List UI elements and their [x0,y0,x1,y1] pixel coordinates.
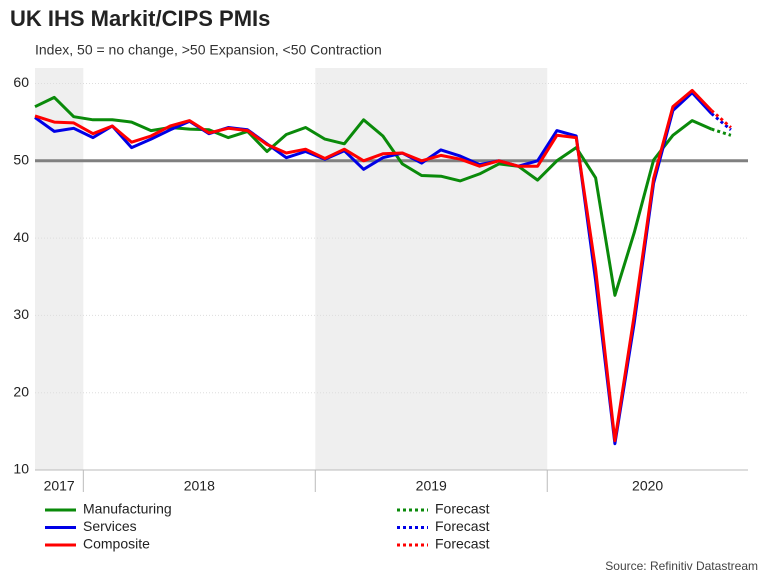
series-line [34,95,713,297]
y-tick-label: 20 [13,383,29,399]
y-tick-label: 40 [13,229,29,245]
series-line [710,109,732,129]
y-tick-label: 30 [13,306,29,322]
series-line [711,127,732,137]
legend-label: Forecast [435,536,490,552]
legend-label: Services [83,518,137,534]
chart-title: UK IHS Markit/CIPS PMIs [10,6,270,31]
legend-label: Forecast [435,518,490,534]
legend-label: Composite [83,536,150,552]
chart-subtitle: Index, 50 = no change, >50 Expansion, <5… [35,42,382,58]
year-shading [35,68,84,470]
x-tick-label: 2017 [44,478,75,494]
series-line [34,88,713,443]
source: Source: Refinitiv Datastream [605,559,758,573]
y-tick-label: 50 [13,151,29,167]
series-line [710,112,732,131]
y-tick-label: 10 [13,461,29,477]
year-shading [315,68,548,470]
x-tick-label: 2020 [632,478,663,494]
legend-label: Forecast [435,501,490,517]
x-tick-label: 2018 [184,478,215,494]
legend-label: Manufacturing [83,501,172,517]
y-tick-label: 60 [13,74,29,90]
x-tick-label: 2019 [416,478,447,494]
